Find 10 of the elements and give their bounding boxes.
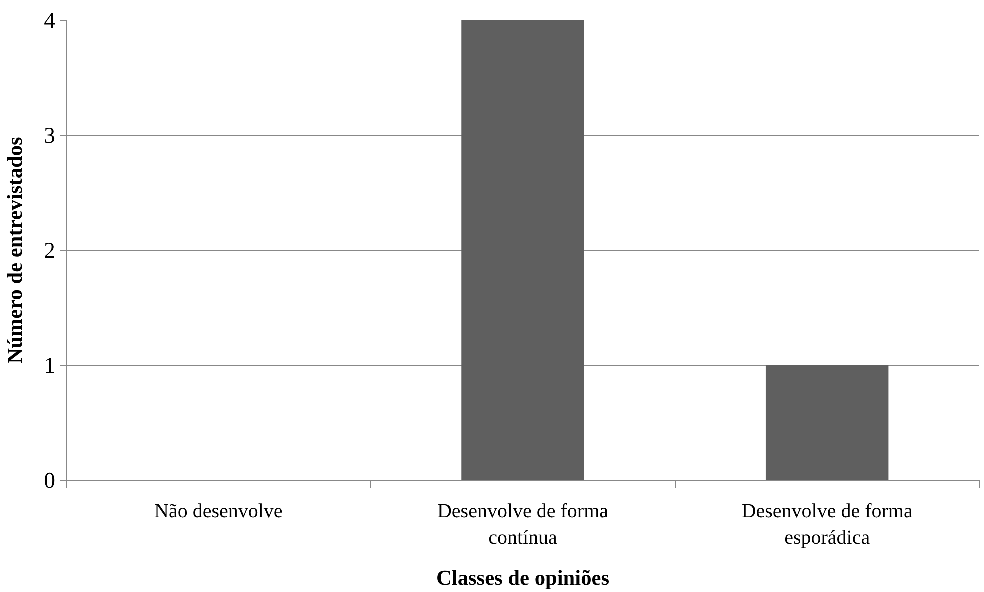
x-tick-label: Desenvolve de forma contínua (437, 500, 609, 549)
y-tick-label: 0 (44, 468, 56, 493)
y-axis-title: Número de entrevistados (3, 137, 28, 364)
x-tick-label: Desenvolve de forma esporádica (742, 500, 913, 549)
y-tick-label: 3 (44, 123, 56, 148)
y-tick-label: 2 (44, 238, 56, 263)
x-tick-label: Não desenvolve (154, 500, 283, 522)
x-axis-title: Classes de opiniões (436, 566, 610, 590)
y-tick-label: 4 (44, 8, 56, 33)
y-tick-label: 1 (44, 353, 56, 378)
